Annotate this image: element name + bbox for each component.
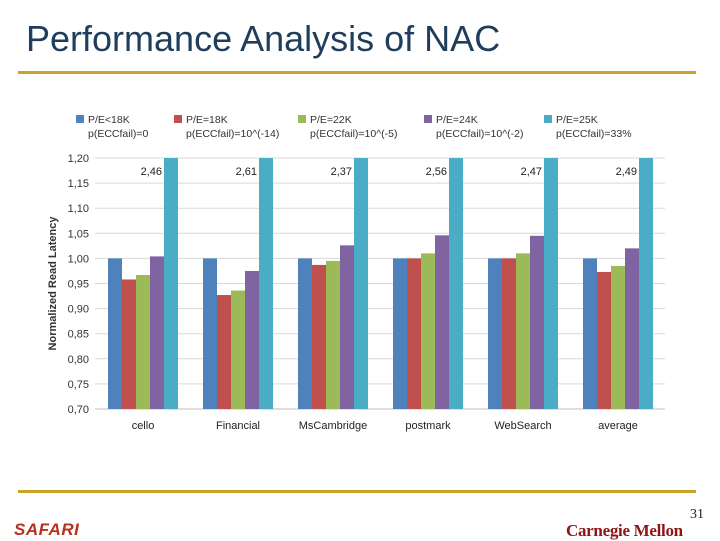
y-tick-label: 1,20 <box>68 153 89 165</box>
legend-swatch <box>76 115 84 123</box>
bar <box>326 260 340 409</box>
title-underline <box>18 71 696 74</box>
legend-swatch <box>424 115 432 123</box>
y-tick-label: 1,15 <box>68 178 89 190</box>
bar <box>530 235 544 409</box>
legend-swatch <box>298 115 306 123</box>
legend-sublabel: p(ECCfail)=0 <box>88 128 149 140</box>
legend-label: P/E=22K <box>310 114 352 126</box>
data-label: 2,37 <box>331 166 352 178</box>
y-tick-label: 1,10 <box>68 203 89 215</box>
bar <box>203 258 217 409</box>
y-tick-label: 0,70 <box>68 404 89 416</box>
data-label: 2,49 <box>616 166 637 178</box>
bar <box>407 258 421 409</box>
x-tick-label: average <box>598 420 638 432</box>
bar <box>259 158 273 409</box>
bar <box>435 235 449 409</box>
bar <box>164 158 178 409</box>
bar <box>150 256 164 409</box>
bar <box>108 258 122 409</box>
bar <box>393 258 407 409</box>
y-tick-label: 0,75 <box>68 379 89 391</box>
y-tick-label: 0,80 <box>68 354 89 366</box>
y-tick-label: 0,85 <box>68 329 89 341</box>
bar <box>516 253 530 409</box>
x-tick-label: cello <box>132 420 155 432</box>
bar <box>298 258 312 409</box>
legend-sublabel: p(ECCfail)=10^(-2) <box>436 128 524 140</box>
legend-sublabel: p(ECCfail)=33% <box>556 128 632 140</box>
bar <box>639 158 653 409</box>
y-tick-label: 1,05 <box>68 228 89 240</box>
legend-label: P/E=25K <box>556 114 598 126</box>
x-tick-label: MsCambridge <box>299 420 367 432</box>
carnegie-mellon-logo: Carnegie Mellon <box>566 521 683 540</box>
data-label: 2,61 <box>236 166 257 178</box>
bar <box>583 258 597 409</box>
data-label: 2,47 <box>521 166 542 178</box>
legend-label: P/E=18K <box>186 114 228 126</box>
legend-swatch <box>544 115 552 123</box>
bar <box>611 265 625 409</box>
y-axis-label: Normalized Read Latency <box>47 216 59 351</box>
bar <box>421 253 435 409</box>
bar <box>340 245 354 409</box>
y-tick-label: 0,95 <box>68 279 89 291</box>
bar <box>502 258 516 409</box>
bar-chart: 1,20 1,15 1,10 1,05 1,00 0,95 0,90 0,85 0,80 0,75… <box>47 114 665 432</box>
x-tick-label: Financial <box>216 420 260 432</box>
bar <box>231 290 245 409</box>
legend-label: P/E<18K <box>88 114 130 126</box>
bar <box>312 264 326 409</box>
footer-rule <box>18 490 696 493</box>
bar <box>217 295 231 409</box>
bar <box>488 258 502 409</box>
x-tick-label: WebSearch <box>494 420 551 432</box>
bar <box>136 274 150 409</box>
data-label: 2,46 <box>141 166 162 178</box>
safari-logo: SAFARI <box>14 520 80 539</box>
y-tick-label: 1,00 <box>68 253 89 265</box>
page-number: 31 <box>690 507 704 522</box>
bar <box>625 248 639 409</box>
bar <box>245 270 259 409</box>
bar <box>122 279 136 409</box>
legend-sublabel: p(ECCfail)=10^(-14) <box>186 128 279 140</box>
bar <box>354 158 368 409</box>
x-tick-label: postmark <box>405 420 451 432</box>
slide-title: Performance Analysis of NAC <box>26 18 501 59</box>
legend-sublabel: p(ECCfail)=10^(-5) <box>310 128 398 140</box>
data-label: 2,56 <box>426 166 447 178</box>
bar <box>449 158 463 409</box>
legend-swatch <box>174 115 182 123</box>
bar <box>597 271 611 409</box>
bar <box>544 158 558 409</box>
y-tick-label: 0,90 <box>68 304 89 316</box>
legend-label: P/E=24K <box>436 114 478 126</box>
